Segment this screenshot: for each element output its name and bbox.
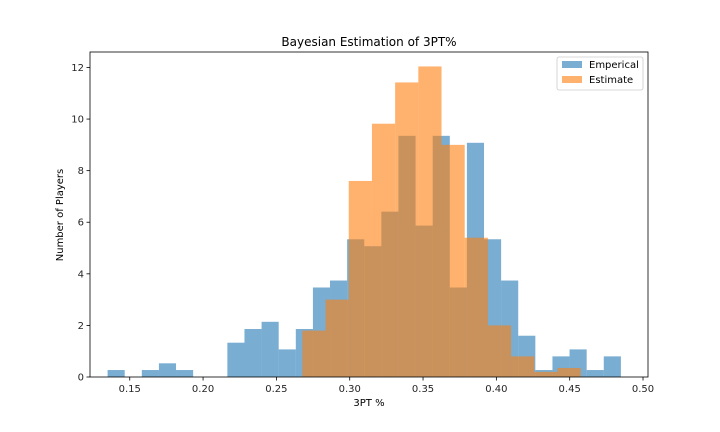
legend-swatch-estimate bbox=[562, 76, 582, 83]
x-tick-label: 0.15 bbox=[119, 384, 141, 395]
y-axis-ticks: 0 2 4 6 8 10 12 bbox=[71, 63, 90, 384]
y-tick-label: 6 bbox=[78, 218, 84, 229]
x-tick-label: 0.40 bbox=[485, 384, 507, 395]
x-axis-label: 3PT % bbox=[353, 398, 384, 409]
y-tick-label: 2 bbox=[78, 321, 84, 332]
histogram-bar bbox=[325, 299, 349, 377]
y-axis-label: Number of Players bbox=[55, 169, 66, 262]
histogram-bar bbox=[395, 82, 419, 377]
histogram-bar bbox=[441, 144, 465, 377]
axes-frame bbox=[89, 51, 649, 378]
y-tick-label: 12 bbox=[71, 63, 84, 74]
histogram-bar bbox=[141, 370, 159, 377]
histogram-bar bbox=[534, 371, 558, 377]
histogram-bar bbox=[158, 363, 177, 377]
histogram-bar bbox=[511, 356, 535, 377]
x-tick-label: 0.25 bbox=[265, 384, 287, 395]
x-tick-label: 0.35 bbox=[412, 384, 434, 395]
legend: Emperical Estimate bbox=[556, 56, 644, 91]
histogram-bar bbox=[603, 356, 621, 377]
legend-swatch-emperical bbox=[562, 61, 582, 68]
legend-label-emperical: Emperical bbox=[589, 60, 639, 71]
histogram-bar bbox=[227, 342, 245, 377]
histogram-bar bbox=[557, 367, 581, 377]
legend-label-estimate: Estimate bbox=[589, 75, 633, 86]
histogram-bar bbox=[107, 370, 125, 377]
histogram-bar bbox=[348, 180, 372, 377]
histogram-bar bbox=[244, 329, 262, 377]
histogram-bar bbox=[278, 349, 296, 377]
y-tick-label: 4 bbox=[78, 269, 84, 280]
x-tick-label: 0.50 bbox=[632, 384, 654, 395]
x-tick-label: 0.45 bbox=[559, 384, 581, 395]
x-tick-label: 0.30 bbox=[339, 384, 361, 395]
x-tick-label: 0.20 bbox=[192, 384, 214, 395]
histogram-bar bbox=[586, 370, 604, 377]
histogram-bar bbox=[371, 123, 396, 377]
histogram-bar bbox=[176, 370, 194, 377]
histogram-bar bbox=[487, 325, 512, 377]
y-tick-label: 8 bbox=[78, 166, 84, 177]
x-axis-ticks: 0.15 0.20 0.25 0.30 0.35 0.40 0.45 0.50 bbox=[119, 377, 654, 395]
y-tick-label: 0 bbox=[78, 373, 84, 384]
y-tick-label: 10 bbox=[71, 115, 84, 126]
estimate-bars bbox=[302, 66, 581, 377]
histogram-bar bbox=[261, 321, 279, 377]
histogram-bar bbox=[302, 330, 326, 377]
histogram-bar bbox=[418, 66, 442, 377]
histogram-bar bbox=[464, 237, 488, 377]
chart-title: Bayesian Estimation of 3PT% bbox=[281, 35, 456, 49]
